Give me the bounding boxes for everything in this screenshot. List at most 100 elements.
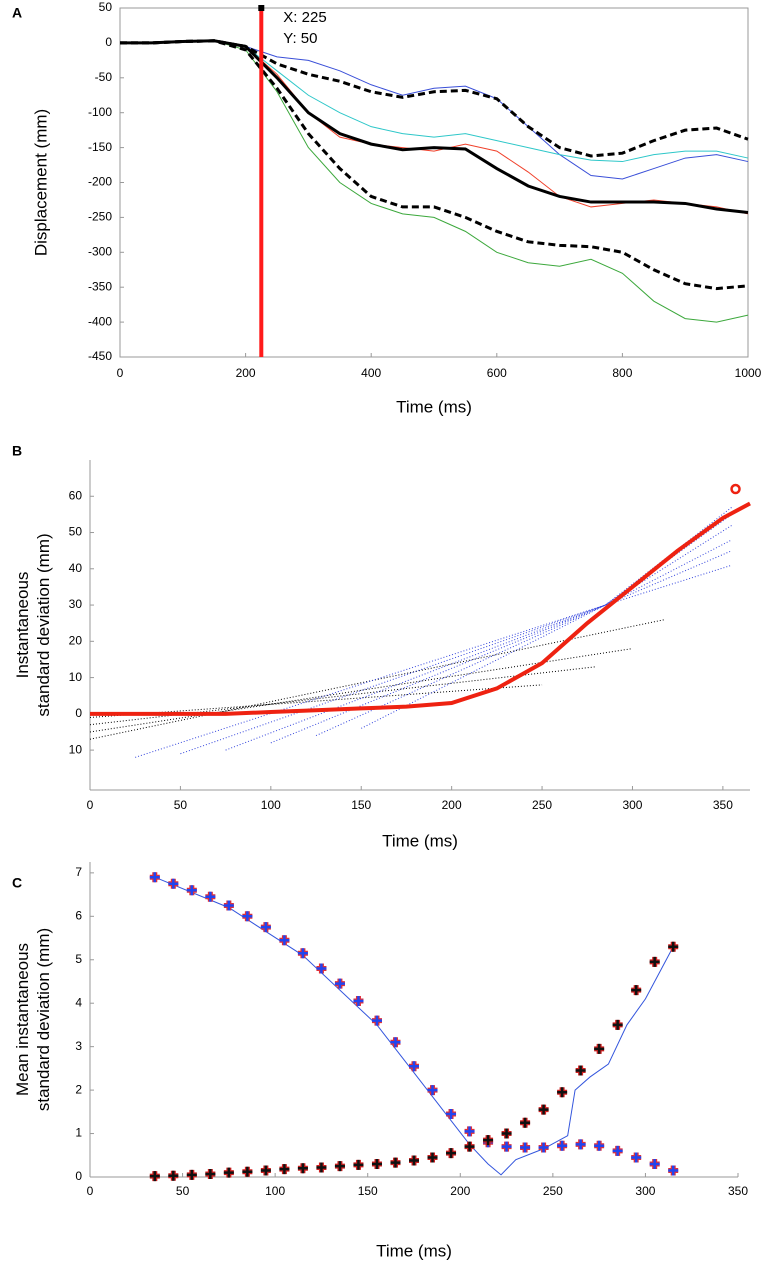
cross-marker xyxy=(186,885,197,896)
cross-marker xyxy=(575,1139,586,1150)
series-line xyxy=(90,501,751,716)
cross-marker xyxy=(631,1152,642,1163)
y-tick-label: -100 xyxy=(88,105,112,119)
cross-marker xyxy=(427,1152,438,1163)
cross-marker xyxy=(612,1019,623,1030)
cross-marker xyxy=(371,1015,382,1026)
x-tick-label: 0 xyxy=(87,798,94,812)
cross-marker xyxy=(297,1163,308,1174)
series-line xyxy=(361,506,733,729)
y-tick-label: 0 xyxy=(75,706,82,720)
cross-marker xyxy=(149,1171,160,1182)
y-tick-label: -450 xyxy=(88,349,112,363)
series-line xyxy=(154,876,674,1176)
cross-marker xyxy=(427,1085,438,1096)
x-tick-label: 200 xyxy=(236,366,256,380)
y-axis-label: Instantaneous xyxy=(13,572,32,679)
cross-marker xyxy=(501,1141,512,1152)
cross-marker xyxy=(668,941,679,952)
cross-marker xyxy=(557,1087,568,1098)
series-line xyxy=(270,524,733,744)
x-axis-label: Time (ms) xyxy=(376,1241,452,1260)
panel-label: C xyxy=(12,875,22,891)
cross-marker xyxy=(353,996,364,1007)
series-line xyxy=(120,40,749,163)
series-line xyxy=(120,39,749,158)
y-axis-label: standard deviation (mm) xyxy=(34,533,53,716)
cross-marker xyxy=(390,1037,401,1048)
y-tick-label: -150 xyxy=(88,140,112,154)
cross-marker xyxy=(409,1155,419,1166)
y-tick-label: 50 xyxy=(99,0,113,14)
cross-marker xyxy=(446,1109,457,1119)
y-tick-label: -200 xyxy=(88,175,112,189)
cross-marker xyxy=(668,1165,679,1176)
y-tick-label: 20 xyxy=(69,633,83,647)
x-tick-label: 300 xyxy=(635,1184,655,1198)
cross-marker xyxy=(464,1126,475,1137)
series-line xyxy=(89,648,633,733)
y-axis-label: standard deviation (mm) xyxy=(34,928,53,1111)
cross-marker xyxy=(242,1166,253,1177)
cross-marker xyxy=(260,1165,271,1176)
cross-marker xyxy=(334,1161,345,1172)
cross-marker xyxy=(279,1164,290,1175)
cross-marker xyxy=(501,1128,512,1139)
series-line xyxy=(120,40,749,180)
cross-marker xyxy=(538,1142,549,1153)
x-tick-label: 800 xyxy=(612,366,632,380)
point-marker xyxy=(730,483,741,495)
y-tick-label: -50 xyxy=(95,70,113,84)
series-line xyxy=(135,564,733,758)
x-tick-label: 50 xyxy=(176,1184,190,1198)
series-line xyxy=(120,40,749,215)
y-tick-label: 7 xyxy=(75,865,82,879)
cross-marker xyxy=(316,963,327,974)
x-tick-label: 300 xyxy=(622,798,642,812)
cross-marker xyxy=(316,1162,327,1173)
cross-marker xyxy=(390,1157,401,1168)
y-tick-label: 4 xyxy=(75,995,82,1009)
series-line xyxy=(89,619,666,740)
cross-marker xyxy=(334,978,345,989)
cursor-point xyxy=(258,5,265,11)
y-axis-label: Displacement (mm) xyxy=(31,109,50,256)
cross-marker xyxy=(409,1061,419,1072)
x-tick-label: 400 xyxy=(361,366,381,380)
series-line xyxy=(225,539,733,751)
cross-marker xyxy=(446,1148,457,1159)
y-tick-label: 0 xyxy=(75,1169,82,1183)
series-line xyxy=(120,39,749,291)
x-tick-label: 0 xyxy=(117,366,124,380)
cross-marker xyxy=(557,1140,568,1151)
cross-marker xyxy=(594,1140,605,1151)
y-tick-label: 1 xyxy=(75,1126,82,1140)
cross-marker xyxy=(149,872,160,883)
cross-marker xyxy=(168,878,179,889)
y-tick-label: 10 xyxy=(69,742,83,756)
cross-marker xyxy=(260,922,271,933)
panel-label: A xyxy=(12,5,22,21)
x-tick-label: 150 xyxy=(351,798,371,812)
x-tick-label: 50 xyxy=(174,798,188,812)
cross-marker xyxy=(520,1117,531,1128)
x-tick-label: 350 xyxy=(728,1184,748,1198)
x-tick-label: 150 xyxy=(358,1184,378,1198)
cross-marker xyxy=(242,911,253,922)
x-axis-label: Time (ms) xyxy=(382,831,458,850)
y-tick-label: 5 xyxy=(75,952,82,966)
x-tick-label: 250 xyxy=(532,798,552,812)
cross-marker xyxy=(205,891,216,902)
y-tick-label: -400 xyxy=(88,314,112,328)
cross-marker xyxy=(371,1158,382,1169)
cross-marker xyxy=(538,1104,549,1115)
x-tick-label: 250 xyxy=(543,1184,563,1198)
cross-marker xyxy=(353,1159,364,1170)
cursor-readout: X: 225 xyxy=(283,9,326,26)
y-tick-label: -350 xyxy=(88,279,112,293)
x-tick-label: 600 xyxy=(487,366,507,380)
cross-marker xyxy=(223,900,234,911)
plot-frame xyxy=(119,7,749,358)
series-line xyxy=(180,550,733,755)
